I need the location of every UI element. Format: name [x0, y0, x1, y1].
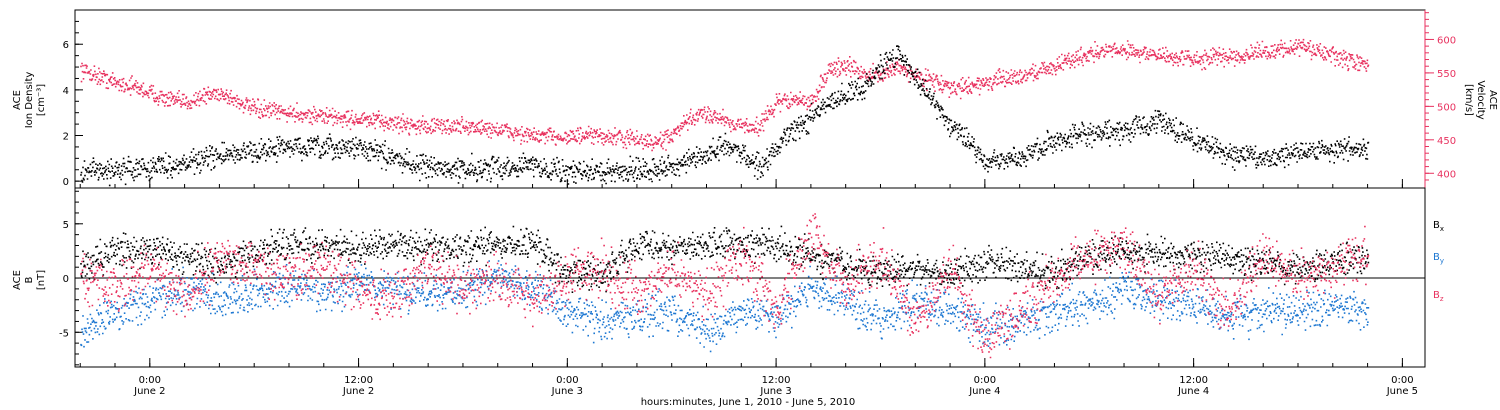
left-ytick-label: 2 — [63, 132, 69, 143]
xtick-time-label: 0:00 — [556, 375, 578, 386]
velocity-axis-label-line: [km/s] — [1463, 84, 1474, 116]
xtick-date-label: June 3 — [551, 386, 583, 397]
xtick-date-label: June 4 — [1177, 386, 1209, 397]
left-ytick-label: 4 — [63, 86, 69, 97]
density-axis-label: ACEIon Density[cm⁻³] — [12, 72, 47, 129]
legend-subscript: z — [1440, 295, 1444, 303]
density-series — [80, 45, 1370, 187]
right-ytick-label: 400 — [1437, 169, 1456, 180]
legend-entry-x: Bx — [1433, 220, 1444, 233]
xtick-date-label: June 2 — [342, 386, 374, 397]
legend-subscript: y — [1440, 257, 1444, 265]
velocity-axis-label: ACEVelocity[km/s] — [1463, 80, 1498, 119]
xtick-time-label: 12:00 — [762, 375, 791, 386]
velocity-series — [80, 38, 1370, 152]
bfield-axis-label-line: [nT] — [36, 270, 47, 290]
legend-entry-z: Bz — [1433, 290, 1444, 303]
bfield-series-x — [80, 225, 1370, 293]
xtick-time-label: 12:00 — [1179, 375, 1208, 386]
right-ytick-label: 600 — [1437, 35, 1456, 46]
xtick-date-label: June 4 — [968, 386, 1000, 397]
legend-entry-y: By — [1433, 252, 1444, 265]
panel2-frame — [74, 187, 1426, 368]
bfield-ytick-label: 0 — [63, 274, 69, 285]
xtick-date-label: June 3 — [759, 386, 791, 397]
xtick-time-label: 0:00 — [139, 375, 161, 386]
right-ytick-label: 550 — [1437, 69, 1456, 80]
bfield-axis-label-line: ACE — [12, 270, 23, 290]
left-ytick-label: 6 — [63, 40, 69, 51]
density-axis-label-line: Ion Density — [24, 72, 35, 129]
xtick-time-label: 12:00 — [344, 375, 373, 386]
right-ytick-label: 450 — [1437, 136, 1456, 147]
bfield-ytick-label: -5 — [59, 328, 69, 339]
xtick-date-label: June 5 — [1386, 386, 1418, 397]
bfield-series-y — [80, 260, 1370, 353]
bfield-series-z — [80, 213, 1370, 359]
velocity-axis-label-line: Velocity — [1475, 80, 1486, 119]
bfield-ytick-label: 5 — [63, 220, 69, 231]
xtick-date-label: June 2 — [133, 386, 165, 397]
xtick-time-label: 0:00 — [1391, 375, 1413, 386]
density-axis-label-line: ACE — [12, 90, 23, 110]
bfield-axis-label: ACEB[nT] — [12, 270, 47, 290]
right-ytick-label: 500 — [1437, 102, 1456, 113]
velocity-axis-label-line: ACE — [1487, 90, 1498, 110]
left-ytick-label: 0 — [63, 177, 69, 188]
bfield-axis-label-line: B — [24, 276, 35, 283]
xtick-time-label: 0:00 — [974, 375, 996, 386]
density-axis-label-line: [cm⁻³] — [36, 84, 47, 116]
legend-subscript: x — [1440, 225, 1444, 233]
x-axis-title: hours:minutes, June 1, 2010 - June 5, 20… — [641, 397, 856, 408]
